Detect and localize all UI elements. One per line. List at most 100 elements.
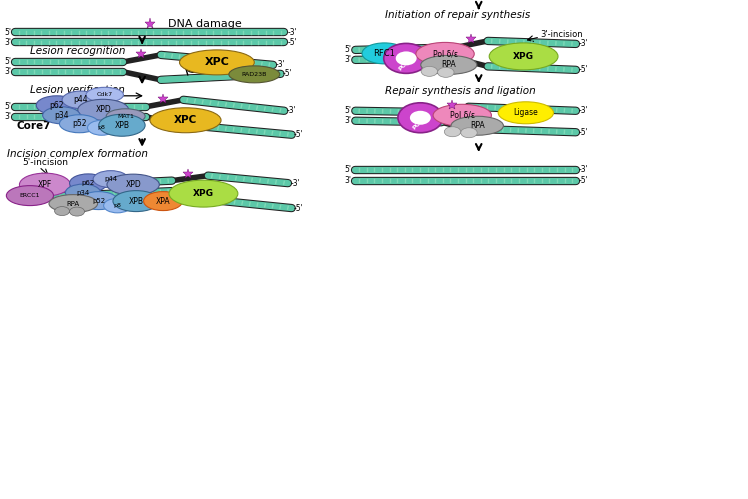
Ellipse shape — [421, 66, 438, 76]
Text: -5': -5' — [578, 65, 588, 74]
Text: XPD: XPD — [125, 180, 141, 189]
Text: Repair synthesis and ligation: Repair synthesis and ligation — [385, 86, 536, 96]
Text: XPC: XPC — [174, 115, 197, 125]
Ellipse shape — [169, 180, 238, 207]
Text: Incision complex formation: Incision complex formation — [7, 149, 149, 159]
Text: 5': 5' — [345, 106, 352, 115]
Ellipse shape — [59, 115, 99, 133]
Text: p8: p8 — [114, 203, 121, 208]
Ellipse shape — [93, 171, 128, 188]
Text: DNA damage: DNA damage — [168, 19, 242, 29]
Text: p62: p62 — [82, 180, 95, 186]
Text: 5': 5' — [4, 102, 11, 111]
Text: -3': -3' — [288, 28, 298, 37]
Text: -3': -3' — [578, 106, 588, 115]
Text: 3': 3' — [4, 38, 11, 47]
Text: Lesion recognition: Lesion recognition — [30, 46, 126, 56]
Text: 3': 3' — [345, 176, 352, 185]
Text: Pol δ/ε: Pol δ/ε — [450, 111, 475, 120]
Ellipse shape — [438, 67, 454, 77]
Ellipse shape — [43, 107, 80, 124]
Text: -3': -3' — [286, 106, 296, 115]
Ellipse shape — [86, 87, 123, 102]
Ellipse shape — [489, 43, 558, 70]
Ellipse shape — [398, 103, 443, 133]
Text: RPA: RPA — [441, 60, 456, 69]
Ellipse shape — [410, 111, 431, 125]
Text: p44: p44 — [73, 95, 88, 104]
Ellipse shape — [144, 192, 183, 211]
Ellipse shape — [6, 186, 54, 206]
Ellipse shape — [498, 102, 554, 124]
Text: -5': -5' — [294, 204, 304, 213]
Ellipse shape — [36, 96, 78, 115]
Ellipse shape — [451, 116, 503, 135]
Ellipse shape — [88, 120, 116, 135]
Text: 3'-incision: 3'-incision — [540, 30, 583, 39]
Ellipse shape — [229, 66, 280, 83]
Text: ERCC1: ERCC1 — [19, 193, 40, 198]
Ellipse shape — [103, 199, 132, 213]
Text: p44: p44 — [104, 176, 117, 182]
Text: 3': 3' — [345, 116, 352, 125]
Text: XPD: XPD — [95, 105, 111, 114]
Text: -5': -5' — [294, 130, 304, 139]
Ellipse shape — [70, 174, 107, 192]
Ellipse shape — [113, 191, 159, 212]
Ellipse shape — [106, 109, 145, 124]
Text: Cdk7: Cdk7 — [96, 92, 113, 97]
Text: p62: p62 — [49, 101, 64, 110]
Text: Core7: Core7 — [16, 121, 51, 131]
Ellipse shape — [55, 207, 70, 216]
Ellipse shape — [444, 127, 461, 137]
Ellipse shape — [461, 128, 477, 138]
Text: Ligase: Ligase — [513, 108, 539, 117]
Text: 5': 5' — [4, 57, 11, 66]
Text: -5': -5' — [578, 176, 588, 185]
Ellipse shape — [78, 99, 129, 120]
Text: -5': -5' — [578, 128, 588, 137]
Ellipse shape — [416, 42, 474, 65]
Text: RPA: RPA — [470, 121, 485, 130]
Text: RFC1: RFC1 — [373, 49, 396, 58]
Text: RAD23B: RAD23B — [242, 72, 267, 77]
Text: 3': 3' — [345, 55, 352, 64]
Text: 5': 5' — [46, 182, 52, 191]
Text: RPA: RPA — [67, 201, 80, 207]
Text: XPA: XPA — [156, 197, 171, 206]
Ellipse shape — [180, 50, 254, 75]
Text: PCNA: PCNA — [397, 54, 415, 71]
Text: Initiation of repair synthesis: Initiation of repair synthesis — [385, 10, 530, 20]
Text: -3': -3' — [275, 60, 285, 69]
Text: 5': 5' — [4, 28, 11, 37]
Text: XPG: XPG — [193, 189, 214, 198]
Ellipse shape — [150, 108, 221, 133]
Text: p34: p34 — [54, 111, 69, 120]
Text: p8: p8 — [98, 125, 105, 130]
Ellipse shape — [433, 104, 491, 126]
Text: XPG: XPG — [513, 52, 534, 61]
Ellipse shape — [79, 192, 118, 210]
Text: p52: p52 — [72, 119, 87, 128]
Ellipse shape — [66, 184, 100, 201]
Text: p52: p52 — [92, 198, 105, 204]
Ellipse shape — [19, 173, 70, 196]
Ellipse shape — [99, 114, 145, 136]
Ellipse shape — [62, 91, 99, 109]
Text: XPC: XPC — [204, 57, 230, 67]
Text: -3': -3' — [290, 179, 300, 188]
Text: 5': 5' — [345, 45, 352, 54]
Ellipse shape — [384, 43, 429, 73]
Text: MAT1: MAT1 — [117, 114, 134, 119]
Text: PCNA: PCNA — [411, 114, 429, 131]
Text: -5': -5' — [283, 69, 292, 78]
Text: 3': 3' — [4, 67, 11, 76]
Text: -5': -5' — [288, 38, 298, 47]
Ellipse shape — [420, 55, 477, 74]
Text: p34: p34 — [76, 190, 90, 196]
Text: -3': -3' — [578, 39, 588, 48]
Text: XPB: XPB — [129, 197, 144, 206]
Text: CAK: CAK — [88, 91, 108, 100]
Text: 3': 3' — [4, 112, 11, 121]
Ellipse shape — [362, 43, 407, 64]
